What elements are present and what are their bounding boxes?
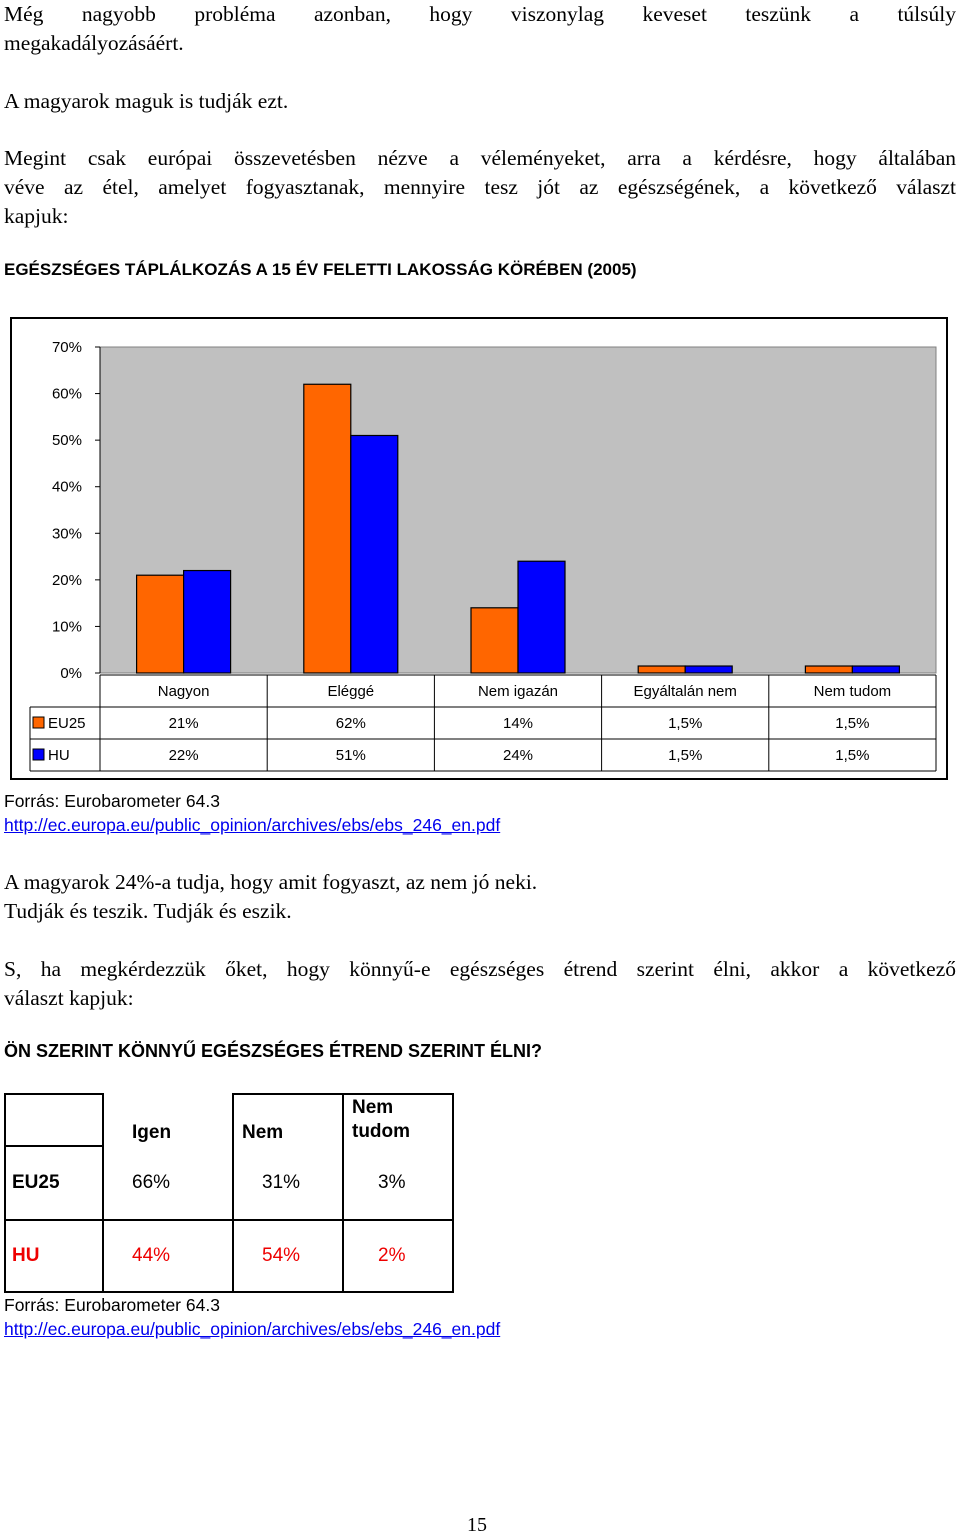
table-row: HU 44% 54% 2% — [4, 1219, 454, 1293]
data-label: 1,5% — [835, 747, 869, 764]
paragraph-line: kapjuk: — [4, 204, 69, 228]
data-label: 24% — [503, 747, 533, 764]
y-tick-label: 30% — [52, 525, 82, 542]
data-label: 14% — [503, 715, 533, 732]
bar-eu25-4 — [804, 665, 854, 674]
table-cell: 66% — [102, 1146, 234, 1221]
table-header-row: Igen Nem Nem tudom — [4, 1093, 454, 1147]
table-cell: 31% — [232, 1146, 344, 1221]
source-link[interactable]: http://ec.europa.eu/public_opinion/archi… — [4, 815, 501, 835]
data-label: 21% — [169, 715, 199, 732]
data-label: 1,5% — [668, 715, 702, 732]
bar-eu25-2 — [470, 607, 519, 674]
table-header-cell: Nem tudom — [342, 1093, 454, 1146]
paragraph-line: megakadályozásáért. — [4, 31, 184, 55]
data-label: 22% — [169, 747, 199, 764]
paragraph-line: Megint csak európai összevetésben nézve … — [4, 146, 956, 170]
y-tick-label: 70% — [52, 339, 82, 356]
bar-hu-3 — [684, 665, 733, 674]
category-label: Egyáltalán nem — [633, 683, 736, 700]
bar-chart: 0% 10% 20% 30% 40% 50% 60% 70% Nagyon Eléggé Nem … — [10, 317, 948, 780]
paragraph-line: választ kapjuk: — [4, 986, 134, 1010]
data-label: 51% — [336, 747, 366, 764]
data-label: 62% — [336, 715, 366, 732]
y-tick-label: 40% — [52, 479, 82, 496]
category-label: Nem tudom — [814, 683, 892, 700]
row-label: EU25 — [4, 1145, 104, 1221]
paragraph: A magyarok maguk is tudják ezt. — [4, 89, 289, 113]
paragraph-line: Még nagyobb probléma azonban, hogy viszo… — [4, 2, 956, 26]
bar-hu-2 — [517, 560, 566, 674]
bar-eu25-0 — [135, 574, 185, 674]
header-igen: Igen — [132, 1122, 172, 1143]
paragraph-line: Tudják és teszik. Tudják és eszik. — [4, 899, 292, 923]
source-label: Forrás: Eurobarometer 64.3 — [4, 1295, 220, 1315]
y-tick-label: 20% — [52, 572, 82, 589]
chart-heading: EGÉSZSÉGES TÁPLÁLKOZÁS A 15 ÉV FELETTI L… — [4, 260, 637, 279]
header-nem: Nem — [242, 1122, 284, 1143]
bar-hu-4 — [851, 665, 901, 674]
y-tick-label: 0% — [60, 665, 82, 682]
table-header-cell: Nem — [232, 1093, 344, 1146]
table-row: EU25 66% 31% 3% — [4, 1145, 454, 1221]
paragraph-line: A magyarok 24%-a tudja, hogy amit fogyas… — [4, 870, 538, 894]
source-label: Forrás: Eurobarometer 64.3 — [4, 791, 220, 811]
page-number: 15 — [467, 1514, 487, 1536]
chart-svg: 0% 10% 20% 30% 40% 50% 60% 70% Nagyon Eléggé Nem … — [29, 339, 937, 772]
header-nem-tudom: Nem — [352, 1097, 394, 1118]
table-cell: 54% — [232, 1219, 344, 1293]
bar-eu25-3 — [637, 665, 686, 674]
category-label: Nem igazán — [478, 683, 558, 700]
series-name: HU — [48, 747, 70, 764]
survey-table: Igen Nem Nem tudom EU25 66% 31% 3% HU 44%… — [4, 1093, 454, 1293]
table-heading: ÖN SZERINT KÖNNYŰ EGÉSZSÉGES ÉTREND SZER… — [4, 1041, 543, 1061]
table-cell: 2% — [342, 1219, 454, 1293]
paragraph-line: S, ha megkérdezzük őket, hogy könnyű-e e… — [4, 957, 956, 981]
bar-hu-0 — [183, 569, 232, 674]
data-label: 1,5% — [835, 715, 869, 732]
y-tick-label: 60% — [52, 386, 82, 403]
y-tick-label: 50% — [52, 432, 82, 449]
row-label: HU — [4, 1219, 104, 1293]
legend-key-eu25 — [32, 716, 45, 729]
paragraph-line: véve az étel, amelyet fogyasztanak, menn… — [4, 175, 956, 199]
bar-hu-1 — [350, 434, 399, 674]
table-header-cell — [4, 1093, 104, 1147]
category-label: Nagyon — [158, 683, 210, 700]
source-link[interactable]: http://ec.europa.eu/public_opinion/archi… — [4, 1319, 501, 1339]
table-header-cell: Igen — [102, 1094, 234, 1146]
data-label: 1,5% — [668, 747, 702, 764]
bar-eu25-1 — [303, 383, 352, 674]
series-name: EU25 — [48, 715, 86, 732]
category-label: Eléggé — [327, 683, 374, 700]
table-cell: 3% — [342, 1146, 454, 1221]
y-tick-label: 10% — [52, 618, 82, 635]
header-nem-tudom-line2: tudom — [352, 1121, 411, 1142]
legend-key-hu — [32, 748, 45, 761]
table-cell: 44% — [102, 1219, 234, 1293]
